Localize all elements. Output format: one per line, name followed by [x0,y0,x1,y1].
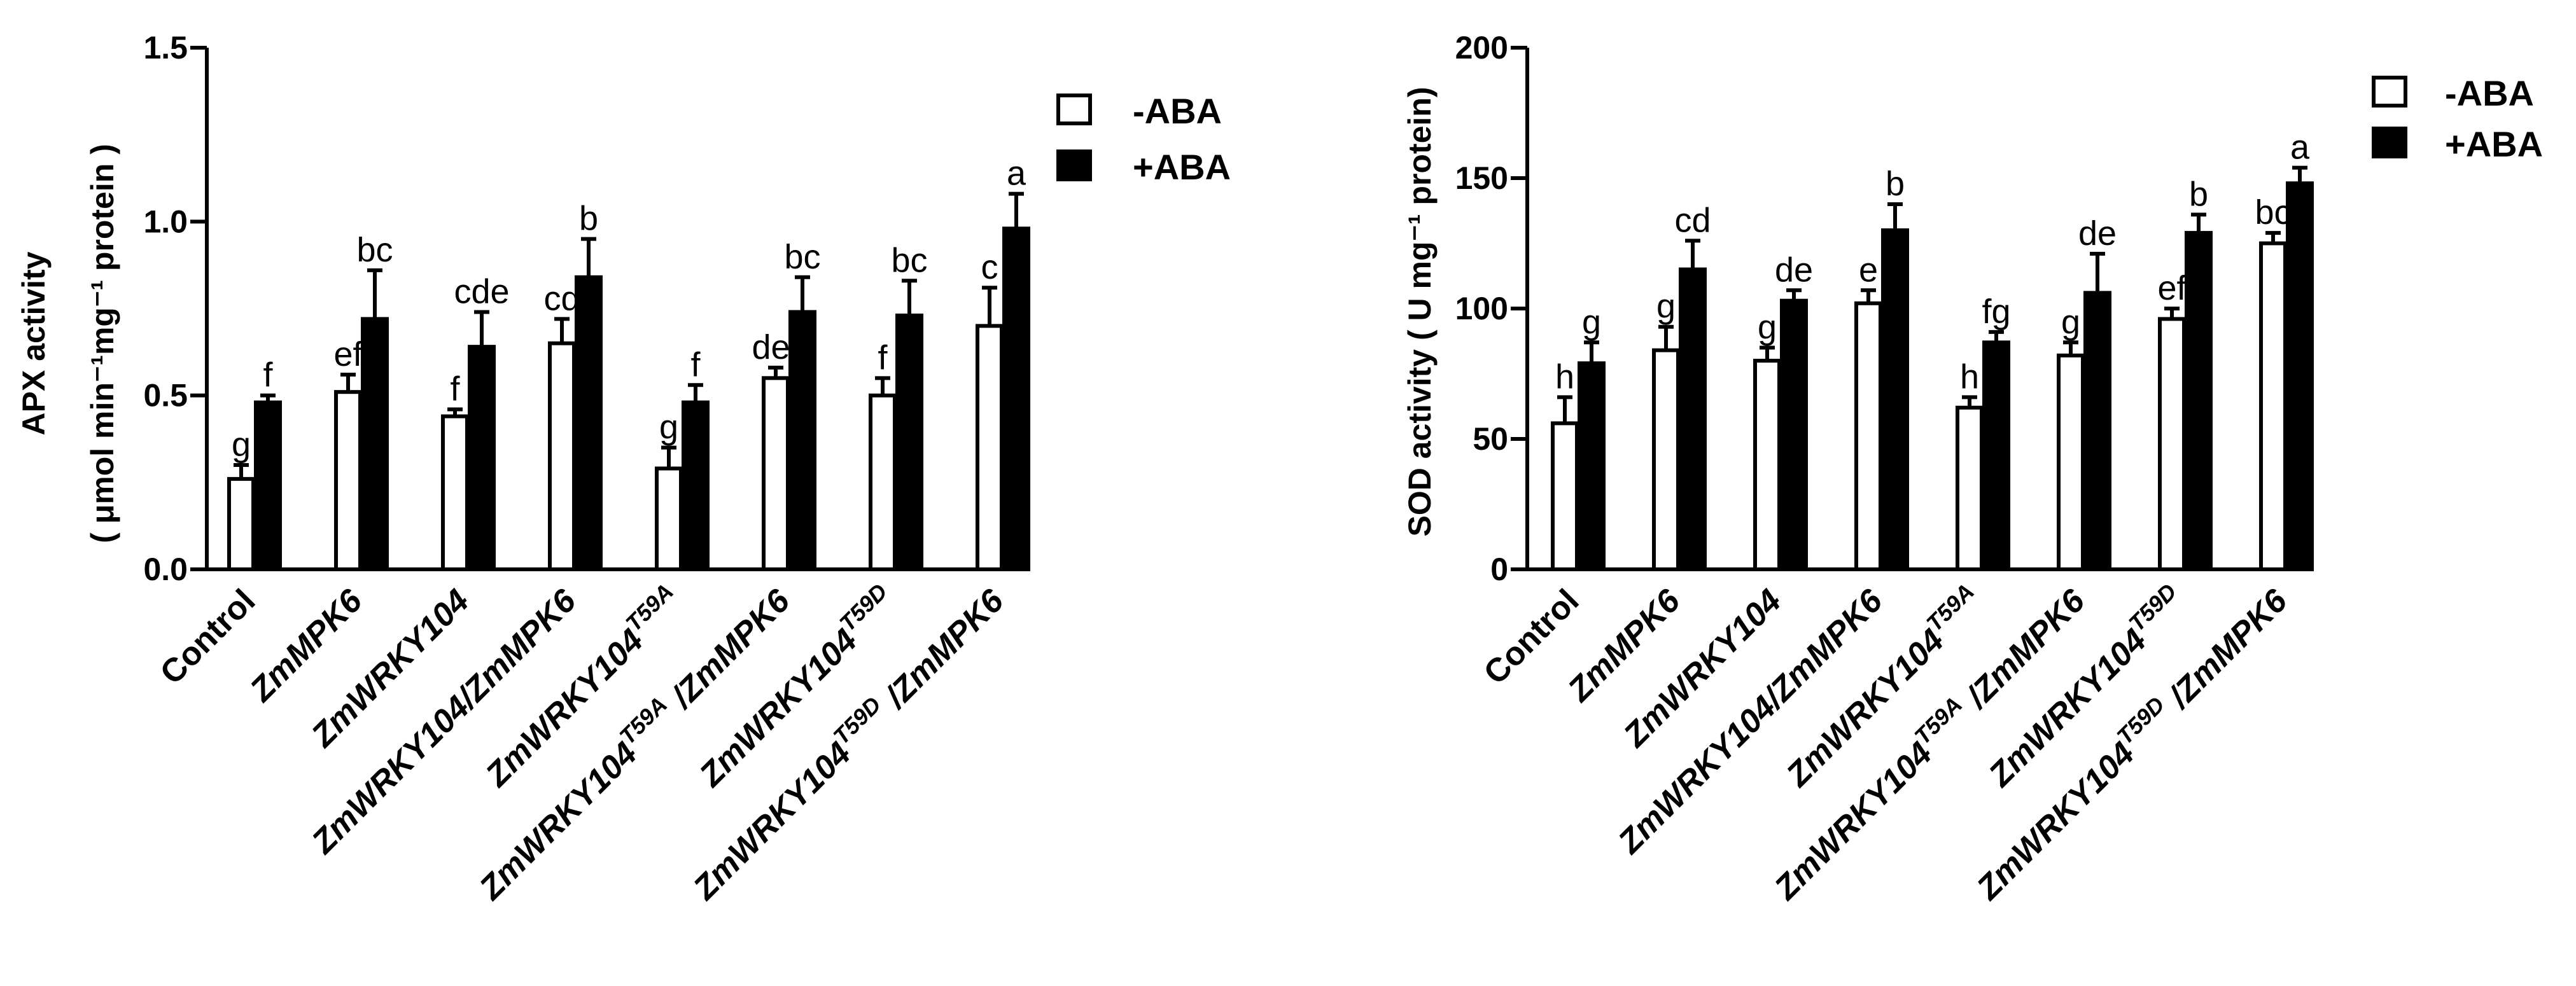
sod-bar-minus-aba [2259,241,2287,571]
apx-legend-label-plus: +ABA [1133,147,1231,187]
sod-bar-plus-aba [1679,267,1707,571]
apx-tick-label: 1.5 [143,30,188,66]
sod-bar-minus-aba [2057,353,2085,571]
apx-ylabel-line1: APX activity [16,251,52,435]
sod-bar-plus-aba [1780,298,1808,571]
sod-legend-swatch-minus [2372,76,2407,108]
sod-bar-minus-aba [2158,317,2186,571]
sod-legend-label-minus: -ABA [2445,73,2534,113]
apx-significance-letter: bc [356,231,393,269]
apx-tick-label: 0.0 [143,552,188,587]
apx-bar-plus-aba [575,275,603,571]
sod-bar-minus-aba [1753,359,1781,571]
apx-bar-plus-aba [895,313,923,571]
apx-bar-minus-aba [869,393,897,572]
sod-bar-plus-aba [1578,361,1606,571]
apx-significance-letter: bc [784,238,820,276]
sod-bar-plus-aba [1982,340,2010,571]
apx-significance-letter: g [232,426,251,464]
sod-bar-minus-aba [1854,301,1882,571]
apx-chart: APX activity ( μmol min⁻¹mg⁻¹ protein ) … [16,30,1231,908]
apx-tick-label: 0.5 [143,378,188,413]
apx-bar-plus-aba [361,317,389,571]
sod-significance-letter: ef [2157,269,2187,307]
apx-ylabel-line2: ( μmol min⁻¹mg⁻¹ protein ) [85,144,120,543]
apx-bar-plus-aba [788,310,816,571]
apx-significance-letter: f [878,338,888,377]
apx-legend-swatch-minus [1056,94,1092,125]
apx-significance-letter: cd [543,279,580,317]
apx-significance-letter: c [981,248,998,286]
apx-legend-label-minus: -ABA [1133,91,1222,131]
sod-significance-letter: g [1656,288,1676,326]
sod-significance-letter: a [2290,128,2310,167]
sod-tick-label: 100 [1455,291,1508,326]
apx-bar-minus-aba [334,390,362,571]
sod-tick-label: 150 [1455,160,1508,196]
apx-significance-letter: b [579,200,598,238]
apx-bar-minus-aba [655,466,683,572]
sod-bar-minus-aba [1652,348,1680,571]
apx-category-labels: ControlZmMPK6ZmWRKY104ZmWRKY104/ZmMPK6Zm… [153,578,1011,908]
apx-bar-minus-aba [548,341,576,572]
sod-significance-letter: g [2061,303,2080,341]
sod-category-labels: ControlZmMPK6ZmWRKY104ZmWRKY104/ZmMPK6Zm… [1477,578,2295,908]
apx-bar-plus-aba [1002,226,1030,571]
sod-significance-letter: g [1758,309,1777,347]
sod-legend-swatch-plus [2372,127,2407,158]
apx-bar-minus-aba [227,476,255,571]
sod-significance-letter: h [1960,358,1979,396]
sod-bar-plus-aba [1881,228,1909,571]
sod-ticks: 0 50 100 150 200 [1455,30,1527,587]
apx-significance-letter: cde [454,272,509,310]
sod-significance-letter: cd [1674,201,1711,239]
apx-bar-minus-aba [762,376,790,571]
apx-significance-letter: f [690,345,701,384]
sod-significance-letter: b [1886,165,1905,203]
apx-significance-letter: bc [891,241,927,279]
apx-category-label: ZmWRKY104T59A [474,578,690,795]
sod-tick-label: 200 [1455,30,1508,66]
apx-bar-plus-aba [254,400,282,571]
sod-chart: SOD activity ( U mg⁻¹ protein) 0 50 100 150… [1402,30,2543,908]
sod-legend-label-plus: +ABA [2445,124,2543,164]
sod-significance-letter: de [1775,251,1813,289]
sod-tick-label: 50 [1473,421,1508,457]
apx-significance-letter: ef [333,335,363,373]
apx-bar-plus-aba [468,345,496,572]
sod-significance-letter: fg [1982,293,2010,331]
sod-bar-plus-aba [2185,231,2213,572]
apx-bar-plus-aba [682,400,710,571]
sod-significance-letter: g [1582,303,1601,341]
apx-ticks: 0.0 0.5 1.0 1.5 [143,30,207,587]
sod-bar-plus-aba [2083,291,2111,571]
sod-tick-label: 0 [1490,552,1508,587]
apx-significance-letter: g [659,408,678,447]
apx-bar-minus-aba [441,414,469,572]
apx-significance-letter: f [450,370,460,408]
apx-category-label: ZmWRKY104T59D [688,578,904,795]
sod-significance-letter: e [1859,251,1878,289]
apx-category-label: Control [153,582,263,691]
sod-significance-letter: bc [2255,193,2291,232]
sod-significance-letter: h [1555,358,1574,396]
sod-significance-letter: de [2078,214,2117,253]
apx-legend-swatch-plus [1056,149,1092,181]
apx-tick-label: 1.0 [143,204,188,239]
apx-legend: -ABA +ABA [1056,91,1231,187]
sod-significance-letter: b [2189,175,2208,213]
sod-ylabel: SOD activity ( U mg⁻¹ protein) [1402,87,1438,536]
apx-bar-minus-aba [976,324,1004,571]
apx-significance-letter: a [1007,155,1026,193]
sod-bar-minus-aba [1956,405,1984,571]
sod-legend: -ABA +ABA [2372,73,2543,164]
apx-significance-letter: f [263,356,273,394]
sod-bar-plus-aba [2286,181,2314,571]
sod-bar-minus-aba [1551,421,1579,572]
